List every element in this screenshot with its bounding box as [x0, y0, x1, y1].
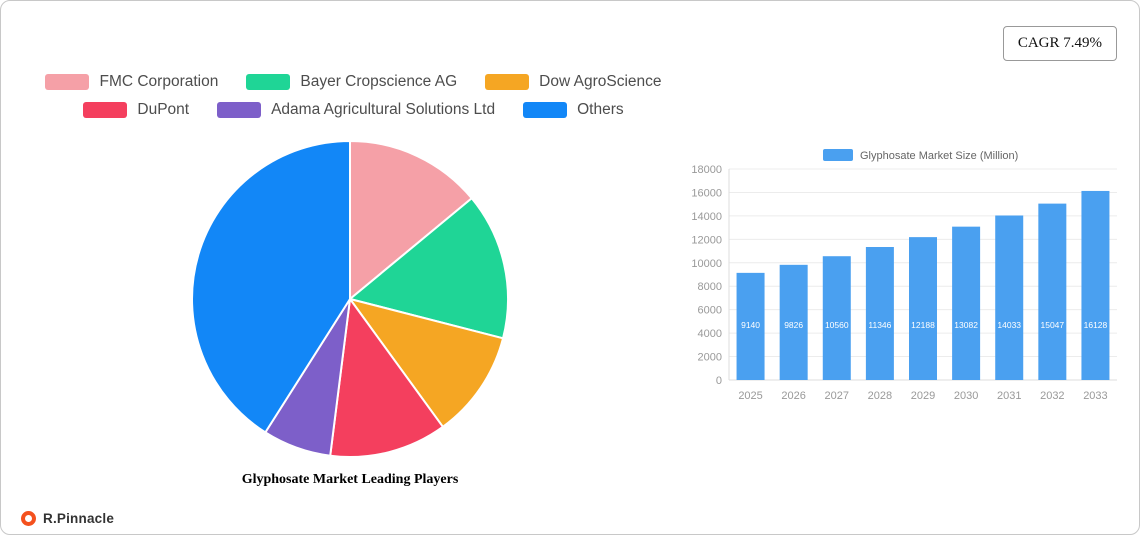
bar [909, 237, 937, 380]
pie-slice [191, 140, 351, 434]
legend-swatch [45, 74, 90, 90]
pie-slice [349, 197, 510, 340]
pie-slice [349, 140, 473, 300]
y-axis-tick-label: 6000 [698, 305, 722, 317]
bar-value-label: 9140 [741, 320, 760, 330]
bar-value-label: 16128 [1084, 320, 1108, 330]
y-axis-tick-label: 4000 [698, 328, 722, 340]
legend-label: Adama Agricultural Solutions Ltd [271, 101, 496, 118]
bar [952, 226, 981, 380]
legend-label: Dow AgroScience [539, 73, 662, 90]
bar [822, 256, 851, 380]
bar [1038, 203, 1067, 380]
bar-value-label: 12188 [911, 320, 935, 330]
x-axis-tick-label: 2032 [1040, 390, 1064, 402]
legend-swatch [246, 74, 291, 90]
y-axis-tick-label: 2000 [698, 352, 722, 364]
pie-legend: FMC Corporation Bayer Cropscience AG Dow A… [31, 73, 676, 119]
bar-value-label: 15047 [1041, 320, 1065, 330]
bar-value-label: 13082 [954, 320, 978, 330]
legend-item: FMC Corporation [45, 73, 218, 91]
brand-circle-icon [21, 511, 36, 526]
x-axis-tick-label: 2027 [825, 390, 849, 402]
legend-swatch [217, 102, 262, 118]
cagr-badge: CAGR 7.49% [1002, 26, 1117, 61]
legend-row: FMC Corporation Bayer Cropscience AG Dow A… [45, 73, 662, 91]
y-axis-tick-label: 10000 [691, 258, 722, 270]
pie-slice [349, 298, 505, 428]
legend-label: FMC Corporation [99, 73, 219, 90]
bar-value-label: 11346 [868, 320, 891, 330]
legend-label: Bayer Cropscience AG [300, 73, 458, 90]
legend-item: DuPont [83, 101, 189, 119]
legend-item: Bayer Cropscience AG [246, 73, 457, 91]
bar [995, 215, 1024, 380]
y-axis-tick-label: 18000 [691, 164, 722, 176]
legend-item: Adama Agricultural Solutions Ltd [217, 101, 495, 119]
y-axis-tick-label: 16000 [691, 187, 722, 199]
legend-label: Others [577, 101, 624, 118]
legend-swatch [523, 102, 568, 118]
bar-value-label: 10560 [825, 320, 849, 330]
x-axis-tick-label: 2033 [1083, 390, 1107, 402]
y-axis-tick-label: 14000 [691, 211, 722, 223]
cagr-label: CAGR 7.49% [1017, 35, 1102, 51]
x-axis-tick-label: 2029 [911, 390, 935, 402]
brand-logo: R.Pinnacle [21, 511, 114, 526]
x-axis-tick-label: 2031 [997, 390, 1021, 402]
bar [779, 264, 808, 380]
bar-legend-swatch [823, 149, 853, 161]
x-axis-tick-label: 2030 [954, 390, 978, 402]
brand-name: R.Pinnacle [43, 511, 115, 526]
legend-item: Others [523, 101, 624, 119]
x-axis-tick-label: 2025 [738, 390, 762, 402]
pie-chart: Glyphosate Market Leading Players [170, 129, 530, 488]
legend-swatch [83, 102, 128, 118]
bar [865, 246, 894, 380]
bar [736, 272, 765, 380]
pie-svg [191, 140, 510, 458]
pie-title: Glyphosate Market Leading Players [241, 472, 459, 487]
bar-chart: Glyphosate Market Size (Million) 0 2000 400… [679, 141, 1124, 414]
y-axis-tick-label: 8000 [698, 281, 722, 293]
legend-row: DuPont Adama Agricultural Solutions Ltd Ot… [83, 101, 624, 119]
bar-value-label: 14033 [997, 320, 1021, 330]
pie-slice [329, 298, 444, 458]
y-axis-tick-label: 0 [716, 375, 722, 387]
bar-svg: Glyphosate Market Size (Million) 0 2000 400… [691, 149, 1117, 402]
bar [1081, 190, 1110, 380]
bar-legend-label: Glyphosate Market Size (Million) [860, 150, 1018, 162]
x-axis-tick-label: 2028 [868, 390, 892, 402]
legend-label: DuPont [137, 101, 190, 118]
x-axis-tick-label: 2026 [781, 390, 805, 402]
legend-swatch [485, 74, 530, 90]
bar-value-label: 9826 [784, 320, 803, 330]
y-axis-tick-label: 12000 [691, 234, 722, 246]
legend-item: Dow AgroScience [485, 73, 662, 91]
